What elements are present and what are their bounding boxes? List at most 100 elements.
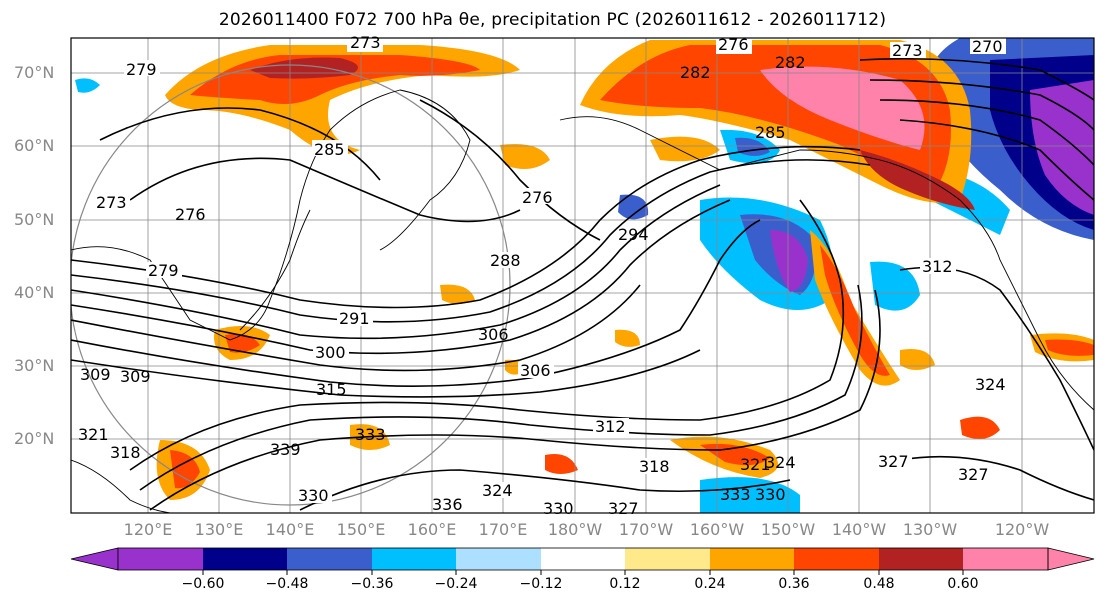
coastlines xyxy=(71,89,1094,513)
contour-label: 324 xyxy=(482,481,513,500)
colorbar-tick-label: −0.36 xyxy=(350,576,394,592)
precip-blob-ne-purple xyxy=(1030,80,1094,215)
precip-blob-alaska-pink xyxy=(760,66,925,150)
lon-label: 160°W xyxy=(689,520,745,539)
lat-label: 20°N xyxy=(14,429,55,448)
contour-label: 333 xyxy=(355,425,386,444)
colorbar-tick-label: −0.48 xyxy=(265,576,309,592)
lat-label: 50°N xyxy=(14,210,55,229)
colorbar-extend-low xyxy=(70,547,119,571)
precip-blob-nw-sky xyxy=(75,78,100,93)
contour-label: 318 xyxy=(639,457,670,476)
contour-label: 276 xyxy=(175,205,206,224)
lon-label: 150°W xyxy=(760,520,816,539)
precip-blob-south-sky xyxy=(700,477,800,513)
contour-label: 333 xyxy=(720,485,751,504)
colorbar-extend-high xyxy=(1047,547,1095,571)
precip-blob-mid2-orange xyxy=(545,454,578,474)
contour-label: 276 xyxy=(718,35,749,54)
contour-label: 300 xyxy=(315,343,346,362)
colorbar-bin xyxy=(625,548,710,570)
colorbar-bin xyxy=(710,548,794,570)
contour-label: 321 xyxy=(78,425,109,444)
contour-label: 309 xyxy=(80,365,111,384)
contour-label: 312 xyxy=(595,417,626,436)
contour-label: 330 xyxy=(543,499,574,518)
precip-blob-alaska-firebrick xyxy=(860,150,975,210)
colorbar-bin xyxy=(963,548,1048,570)
chart-title: 2026011400 F072 700 hPa θe, precipitatio… xyxy=(218,10,887,30)
contour-label: 339 xyxy=(270,440,301,459)
colorbar-bin xyxy=(456,548,541,570)
lat-label: 40°N xyxy=(14,283,55,302)
lon-label: 140°E xyxy=(265,520,315,539)
lon-label: 160°E xyxy=(407,520,457,539)
lon-label: 120°W xyxy=(994,520,1050,539)
lat-label: 70°N xyxy=(14,63,55,82)
contour-label: 279 xyxy=(148,261,179,280)
contour-label: 324 xyxy=(975,375,1006,394)
lon-label: 130°W xyxy=(902,520,958,539)
contour-label: 291 xyxy=(339,309,370,328)
colorbar-tick-label: 0.48 xyxy=(863,576,895,592)
precip-blob-east3-orange xyxy=(900,349,935,370)
contour-label: 273 xyxy=(892,41,923,60)
precip-blob-trough-purple xyxy=(770,230,808,292)
lon-label: 170°W xyxy=(618,520,674,539)
contour-label: 336 xyxy=(432,495,463,514)
colorbar-bin xyxy=(541,548,625,570)
lon-label: 130°E xyxy=(194,520,244,539)
precip-blob-trough-red xyxy=(820,245,890,376)
colorbar-tick-label: 0.12 xyxy=(609,576,641,592)
contour-label: 288 xyxy=(490,251,521,270)
colorbar-bin xyxy=(372,548,456,570)
precip-blob-ne2-orange xyxy=(650,136,720,162)
contour-label: 273 xyxy=(96,193,127,212)
theta-e-contours xyxy=(71,57,1094,511)
colorbar-tick-label: −0.24 xyxy=(434,576,478,592)
contour-label: 276 xyxy=(522,188,553,207)
precip-blob-east-red xyxy=(1045,339,1094,356)
contour-label: 315 xyxy=(316,380,347,399)
lon-label: 150°E xyxy=(336,520,386,539)
contour-label: 282 xyxy=(680,63,711,82)
colorbar-bin xyxy=(118,548,203,570)
contour-label: 327 xyxy=(608,499,639,518)
lat-label: 60°N xyxy=(14,136,55,155)
contour-label: 270 xyxy=(972,37,1003,56)
precip-blob-mid4-orange xyxy=(500,144,550,169)
colorbar-tick-label: −0.12 xyxy=(519,576,563,592)
colorbar-bin xyxy=(203,548,287,570)
contour-label: 282 xyxy=(775,53,806,72)
contour-label: 273 xyxy=(350,33,381,52)
contour-label: 279 xyxy=(126,60,157,79)
precip-blob-mid8-orange xyxy=(615,329,640,347)
precip-blob-mid5-blue xyxy=(618,194,649,220)
contour-labels: 273 276 273 270 279 282 282 285 285 276 … xyxy=(78,33,1006,518)
colorbar xyxy=(70,547,1095,575)
precipitation-shading xyxy=(75,38,1094,513)
colorbar-bin xyxy=(879,548,963,570)
contour-label: 309 xyxy=(120,367,151,386)
contour-label: 327 xyxy=(878,452,909,471)
map-frame xyxy=(70,37,1095,514)
lon-label: 180°W xyxy=(547,520,603,539)
lon-label: 120°E xyxy=(123,520,173,539)
contour-label: 294 xyxy=(618,225,649,244)
lat-label: 30°N xyxy=(14,356,55,375)
contour-label: 285 xyxy=(314,140,345,159)
contour-label: 285 xyxy=(755,123,786,142)
contour-label: 327 xyxy=(958,465,989,484)
colorbar-tick-label: 0.36 xyxy=(778,576,810,592)
colorbar-bin xyxy=(287,548,372,570)
lon-label: 170°E xyxy=(478,520,528,539)
precip-blob-east2-red xyxy=(960,416,1000,439)
colorbar-tick-label: −0.60 xyxy=(181,576,225,592)
precip-blob-mid3-orange xyxy=(440,284,475,304)
colorbar-bin xyxy=(794,548,879,570)
contour-label: 318 xyxy=(110,443,141,462)
colorbar-tick-label: 0.24 xyxy=(694,576,726,592)
colorbar-tick-label: 0.60 xyxy=(947,576,979,592)
contour-label: 321 xyxy=(740,455,771,474)
